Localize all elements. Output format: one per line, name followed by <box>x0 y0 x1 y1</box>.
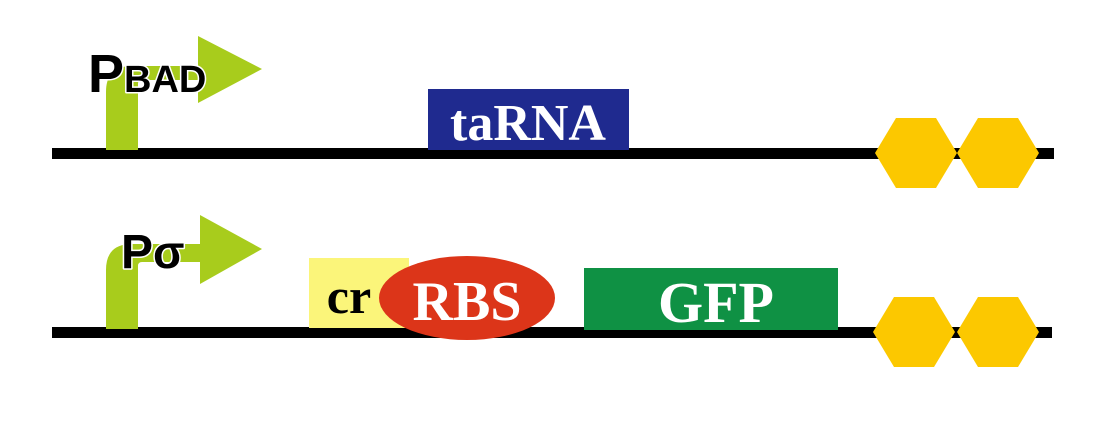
rbs-label: RBS <box>413 271 522 333</box>
promoter-main-text: P <box>121 226 153 279</box>
gfp-label: GFP <box>658 270 774 335</box>
promoter-label-psigma: Pσ <box>121 226 184 279</box>
double-terminator-icon <box>875 118 1039 188</box>
dna-backbone-1 <box>52 148 1054 159</box>
gfp-box <box>584 268 838 330</box>
promoter-arrow-icon <box>106 215 262 329</box>
promoter-label-pbad: PBAD <box>88 44 206 104</box>
tarna-label: taRNA <box>450 95 606 152</box>
promoter-arrow-icon <box>106 36 262 150</box>
terminator-hexagon-right <box>957 118 1039 188</box>
double-terminator-icon <box>873 297 1039 367</box>
construct-2: Pσ cr RBS GFP <box>52 215 1052 367</box>
promoter-main-text: P <box>88 44 124 104</box>
tarna-box <box>428 89 629 150</box>
promoter-sub-text: BAD <box>124 59 206 101</box>
cr-label: cr <box>327 268 371 324</box>
dna-backbone-2 <box>52 327 1052 338</box>
terminator-hexagon-right <box>957 297 1039 367</box>
construct-1: PBAD taRNA <box>52 36 1054 188</box>
promoter-sub-text: σ <box>153 226 184 278</box>
rbs-ellipse <box>379 256 555 340</box>
terminator-hexagon-left <box>873 297 955 367</box>
terminator-hexagon-left <box>875 118 957 188</box>
